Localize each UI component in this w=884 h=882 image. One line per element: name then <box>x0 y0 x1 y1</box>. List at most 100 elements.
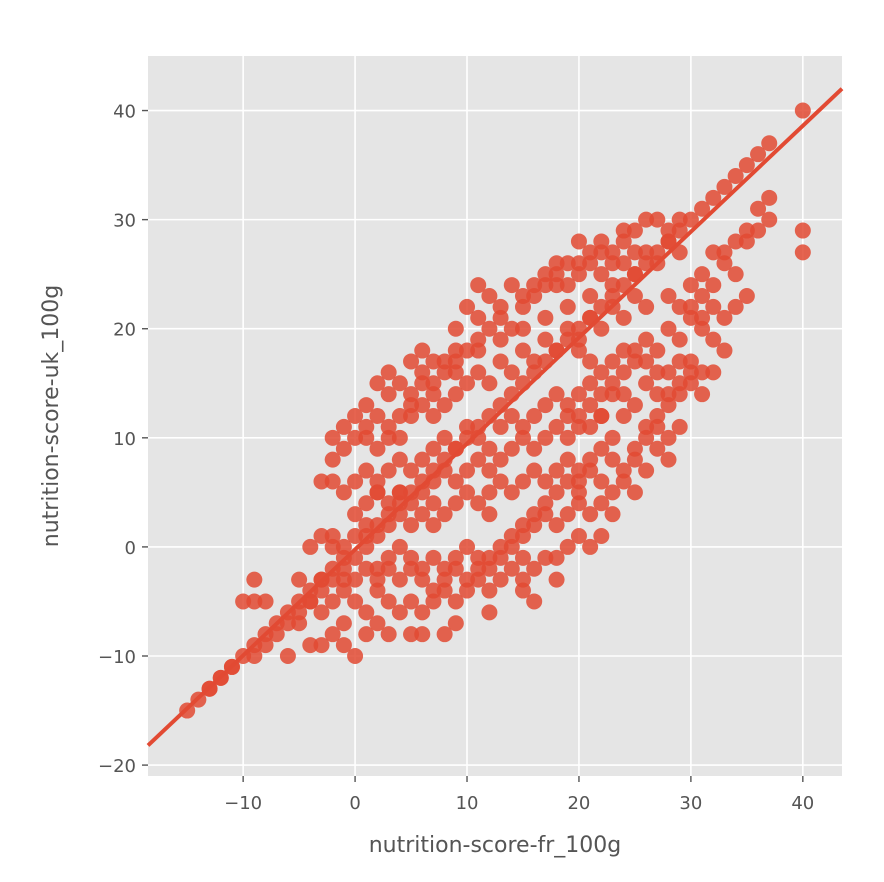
data-point <box>604 277 621 294</box>
data-point <box>425 582 442 599</box>
data-point <box>615 408 632 424</box>
data-point <box>447 473 464 490</box>
data-point <box>638 375 655 392</box>
data-point <box>537 266 554 283</box>
data-point <box>391 429 408 446</box>
data-point <box>235 593 252 610</box>
data-point <box>347 528 364 544</box>
data-point <box>436 429 453 446</box>
data-point <box>369 615 386 632</box>
data-point <box>559 298 576 315</box>
data-point <box>660 288 677 304</box>
data-point <box>425 408 442 424</box>
data-point <box>615 342 632 359</box>
data-point <box>593 244 610 261</box>
data-point <box>380 364 397 381</box>
data-point <box>537 331 554 348</box>
data-point <box>425 517 442 534</box>
data-point <box>582 462 599 479</box>
data-point <box>649 342 666 359</box>
data-point <box>537 549 554 566</box>
data-point <box>526 560 543 577</box>
data-point <box>626 244 643 261</box>
data-point <box>403 517 420 534</box>
data-point <box>559 538 576 555</box>
x-axis-label: nutrition-score-fr_100g <box>369 833 622 858</box>
data-point <box>638 331 655 348</box>
data-point <box>626 451 643 468</box>
data-point <box>481 506 498 523</box>
data-point <box>638 353 655 370</box>
data-point <box>470 277 487 294</box>
data-point <box>761 135 778 152</box>
data-point <box>638 462 655 479</box>
data-point <box>324 473 341 490</box>
data-point <box>492 353 509 370</box>
data-point <box>481 549 498 566</box>
data-point <box>425 440 442 457</box>
data-point <box>470 309 487 326</box>
data-point <box>358 397 375 414</box>
data-point <box>671 418 688 435</box>
data-point <box>391 604 408 621</box>
data-point <box>705 298 722 315</box>
data-point <box>593 495 610 512</box>
data-point <box>403 462 420 479</box>
x-tick-label: −10 <box>224 793 262 814</box>
data-point <box>380 462 397 479</box>
data-point <box>604 484 621 501</box>
data-point <box>548 277 565 294</box>
data-point <box>526 506 543 523</box>
data-point <box>604 429 621 446</box>
data-point <box>481 320 498 337</box>
data-point <box>582 418 599 435</box>
data-point <box>660 386 677 403</box>
data-point <box>324 626 341 643</box>
data-point <box>358 604 375 621</box>
data-point <box>503 320 520 337</box>
data-point <box>660 320 677 337</box>
data-point <box>682 277 699 294</box>
data-point <box>750 222 767 239</box>
y-tick-label: 30 <box>113 211 136 232</box>
data-point <box>761 211 778 228</box>
data-point <box>279 648 296 664</box>
data-point <box>604 506 621 523</box>
data-point <box>537 397 554 414</box>
data-point <box>559 277 576 294</box>
data-point <box>761 189 778 206</box>
data-point <box>470 429 487 446</box>
data-point <box>738 288 755 304</box>
data-point <box>481 375 498 392</box>
data-point <box>660 429 677 446</box>
data-point <box>391 484 408 501</box>
data-point <box>313 637 330 654</box>
data-point <box>447 615 464 632</box>
data-point <box>425 353 442 370</box>
data-point <box>380 429 397 446</box>
data-point <box>481 582 498 599</box>
data-point <box>626 484 643 501</box>
data-point <box>694 200 711 217</box>
data-point <box>447 320 464 337</box>
data-point <box>559 320 576 337</box>
data-point <box>257 637 274 654</box>
data-point <box>302 538 319 555</box>
data-point <box>492 451 509 468</box>
data-point <box>447 364 464 381</box>
data-point <box>335 538 352 555</box>
data-point <box>436 353 453 370</box>
data-point <box>582 538 599 555</box>
x-tick-labels: −10 0 10 20 30 40 <box>224 776 814 814</box>
data-point <box>638 244 655 261</box>
data-point <box>436 506 453 523</box>
data-point <box>246 571 263 588</box>
data-point <box>682 211 699 228</box>
data-point <box>481 484 498 501</box>
data-point <box>705 277 722 294</box>
data-point <box>537 429 554 446</box>
data-point <box>649 386 666 403</box>
data-point <box>414 571 431 588</box>
data-point <box>682 353 699 370</box>
data-point <box>459 298 476 315</box>
